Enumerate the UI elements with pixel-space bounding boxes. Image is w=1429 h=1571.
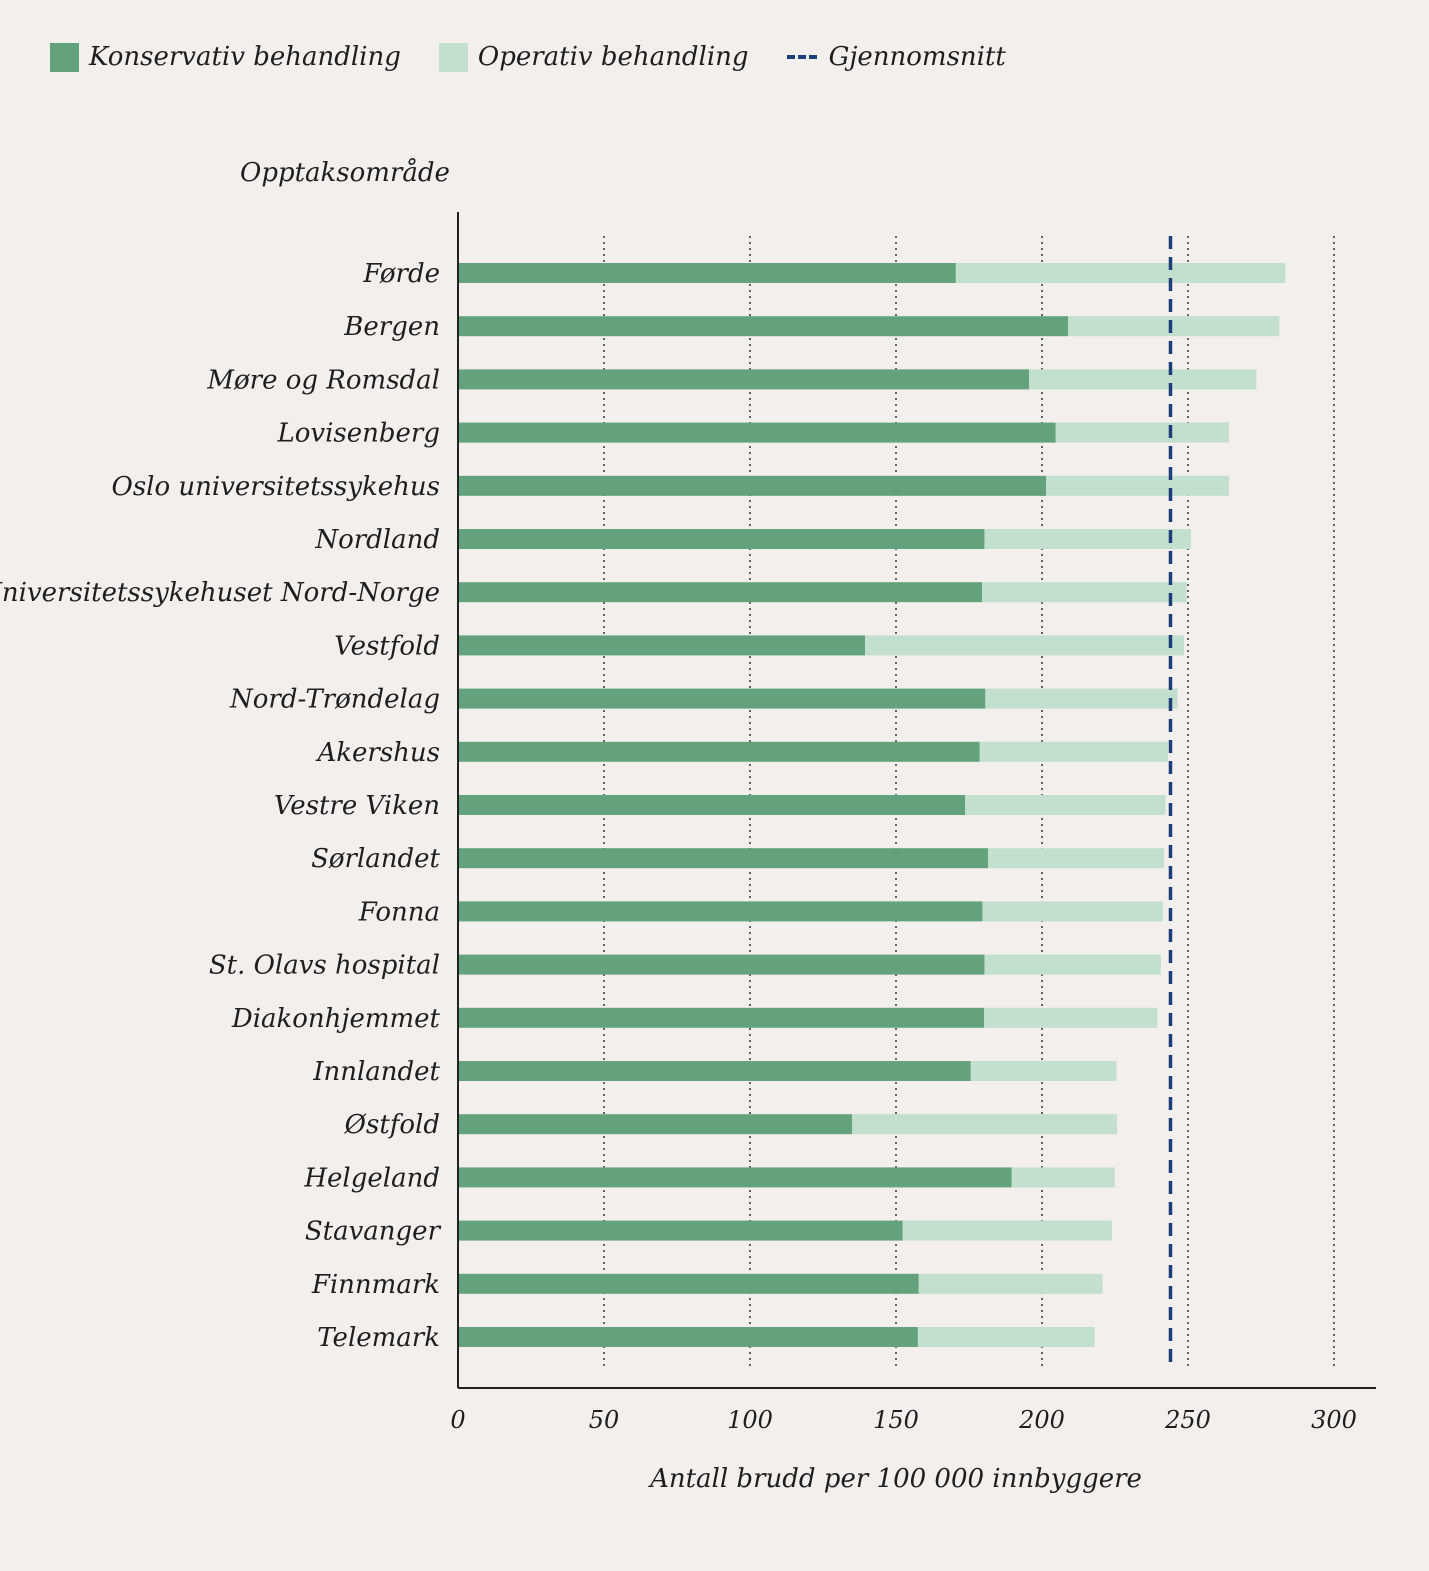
category-label: Oslo universitetssykehus	[112, 472, 441, 502]
category-label: Nord-Trøndelag	[229, 685, 440, 715]
x-tick-label: 200	[1018, 1406, 1065, 1434]
category-label: Fonna	[358, 897, 440, 927]
bar-operative	[970, 1061, 1117, 1081]
y-axis-title: Opptaksområde	[240, 158, 450, 188]
category-label: Stavanger	[305, 1217, 442, 1247]
bar-operative	[1055, 422, 1229, 443]
x-tick-label: 150	[873, 1406, 919, 1434]
bar-conservative	[458, 369, 1030, 390]
legend-item-average: Gjennomsnitt	[786, 42, 1006, 72]
bar-conservative	[458, 263, 956, 283]
category-label: Universitetssykehuset Nord-Norge	[0, 578, 440, 608]
bar-operative	[865, 635, 1184, 656]
bar-operative	[985, 688, 1178, 709]
x-tick-label: 300	[1311, 1406, 1357, 1434]
bar-operative	[984, 954, 1161, 975]
bar-conservative	[458, 1273, 919, 1294]
bar-operative	[1067, 316, 1280, 337]
operative-swatch	[438, 42, 468, 72]
bar-conservative	[458, 848, 988, 869]
category-label: Bergen	[343, 312, 440, 342]
x-tick-label: 0	[450, 1406, 465, 1434]
category-label: Førde	[362, 259, 440, 289]
bar-operative	[984, 529, 1191, 549]
bar-conservative	[458, 1167, 1012, 1188]
bar-conservative	[458, 422, 1056, 443]
bar-operative	[984, 1007, 1158, 1028]
bar-operative	[982, 582, 1187, 603]
category-label: Sørlandet	[311, 844, 440, 874]
category-label: Vestre Viken	[274, 791, 440, 821]
bar-operative	[852, 1114, 1118, 1135]
x-axis-title: Antall brudd per 100 000 innbyggere	[648, 1464, 1142, 1494]
legend-label-average: Gjennomsnitt	[828, 42, 1006, 72]
bar-operative	[965, 795, 1166, 815]
category-label: Lovisenberg	[277, 419, 441, 449]
category-label: Diakonhjemmet	[231, 1004, 441, 1034]
legend-label-conservative: Konservativ behandling	[89, 42, 401, 72]
bar-conservative	[458, 901, 983, 922]
x-tick-label: 100	[727, 1406, 773, 1434]
bar-conservative	[458, 795, 966, 815]
category-label: Nordland	[314, 525, 440, 555]
legend-label-operative: Operativ behandling	[477, 42, 749, 72]
legend: Konservativ behandling Operativ behandli…	[50, 42, 1044, 72]
x-tick-label: 250	[1164, 1406, 1211, 1434]
bar-operative	[918, 1273, 1103, 1294]
category-label: Møre og Romsdal	[206, 365, 440, 395]
bar-operative	[1029, 369, 1257, 390]
bar-operative	[902, 1220, 1112, 1241]
bar-conservative	[458, 475, 1047, 496]
bar-conservative	[458, 1007, 985, 1028]
average-dash-swatch	[786, 55, 817, 59]
legend-item-conservative: Konservativ behandling	[50, 42, 401, 72]
bar-conservative	[458, 1114, 853, 1135]
legend-item-operative: Operativ behandling	[438, 42, 749, 72]
bar-conservative	[458, 529, 985, 549]
x-tick-label: 50	[589, 1406, 620, 1434]
bar-conservative	[458, 1327, 918, 1347]
category-label: Akershus	[315, 738, 440, 768]
category-label: Helgeland	[303, 1163, 440, 1193]
bar-conservative	[458, 1220, 903, 1241]
category-label: Østfold	[344, 1110, 440, 1140]
category-label: St. Olavs hospital	[209, 951, 440, 981]
bar-operative	[987, 848, 1165, 869]
bar-conservative	[458, 582, 983, 603]
bar-operative	[1011, 1167, 1115, 1188]
conservative-swatch	[50, 42, 79, 72]
bar-conservative	[458, 954, 985, 975]
category-label: Innlandet	[312, 1057, 440, 1087]
bar-conservative	[458, 741, 980, 762]
category-label: Vestfold	[334, 631, 440, 661]
bar-operative	[955, 263, 1286, 283]
bar-operative	[1046, 475, 1229, 496]
bar-conservative	[458, 688, 986, 709]
bar-conservative	[458, 316, 1068, 337]
bar-conservative	[458, 635, 866, 656]
bar-operative	[917, 1327, 1095, 1347]
bar-operative	[982, 901, 1163, 922]
bar-conservative	[458, 1061, 971, 1081]
category-label: Finnmark	[311, 1270, 440, 1300]
bar-operative	[979, 741, 1168, 762]
category-label: Telemark	[317, 1323, 440, 1353]
